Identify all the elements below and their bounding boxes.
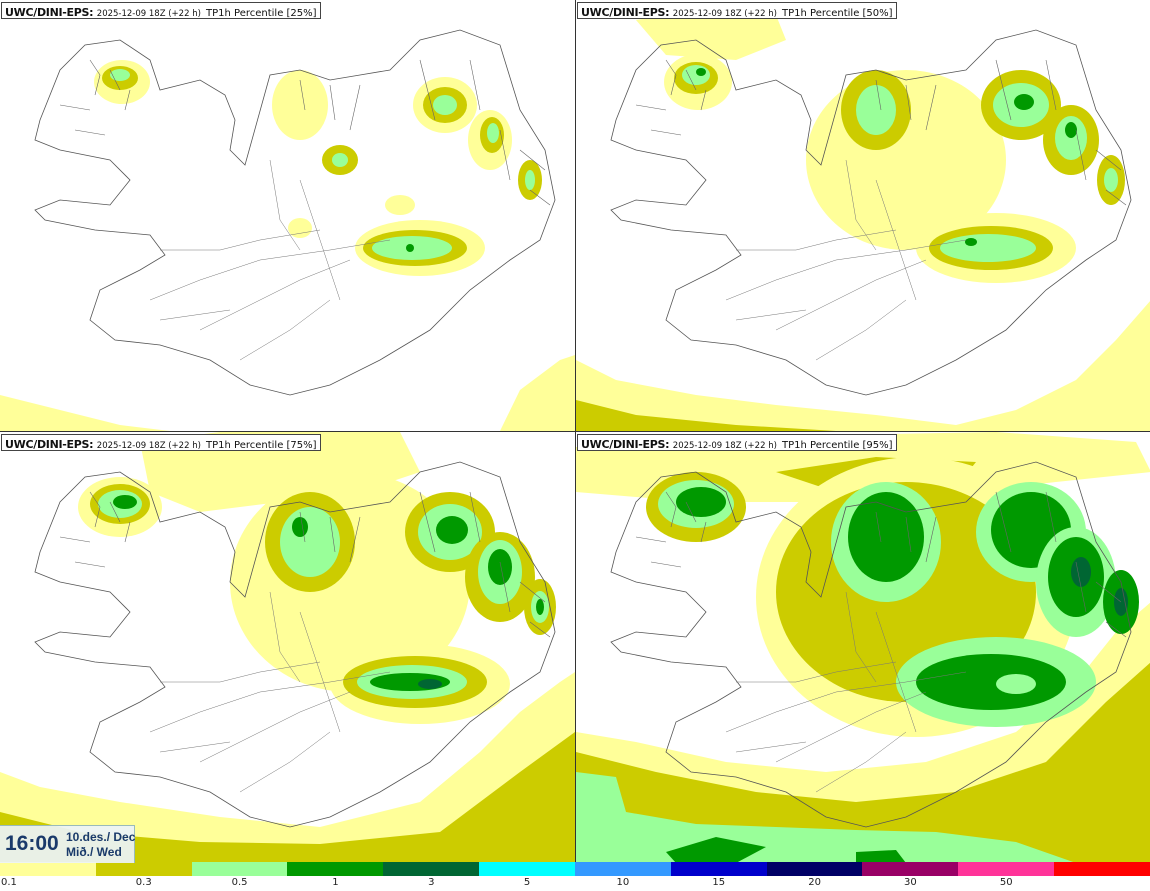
valid-time-box: 16:00 10.des./ Dec Mið./ Wed [0, 825, 135, 863]
colorbar-tick-label: 10 [616, 877, 630, 888]
variable-label: TP1h Percentile [95%] [782, 440, 893, 451]
colorbar-segment [479, 862, 575, 876]
colorbar-tick-label: 3 [428, 877, 435, 888]
colorbar-segment [191, 862, 288, 876]
model-name: UWC/DINI-EPS [5, 6, 90, 19]
colorbar-tick-label: 0.1 [1, 877, 17, 888]
colorbar-ticks: 0.1 0.3 0.5 1 3 5 10 15 20 30 50 [0, 876, 1150, 891]
colorbar-segment [862, 862, 959, 876]
colorbar-segment [95, 862, 192, 876]
variable-label: TP1h Percentile [25%] [206, 8, 317, 19]
model-name: UWC/DINI-EPS [581, 6, 666, 19]
model-name: UWC/DINI-EPS [5, 438, 90, 451]
precip-map-p25 [0, 29, 575, 431]
panel-title: UWC/DINI-EPS: 2025-12-09 18Z (+22 h) TP1… [577, 2, 897, 19]
colorbar-segment [383, 862, 480, 876]
panel-title: UWC/DINI-EPS: 2025-12-09 18Z (+22 h) TP1… [1, 2, 321, 19]
valid-date: 10.des./ Dec [66, 830, 136, 844]
map-panel-p25: UWC/DINI-EPS: 2025-12-09 18Z (+22 h) TP1… [0, 0, 575, 431]
colorbar-segment [766, 862, 863, 876]
run-time: 2025-12-09 18Z (+22 h) [96, 441, 201, 451]
colorbar-segment [574, 862, 671, 876]
run-time: 2025-12-09 18Z (+22 h) [96, 9, 201, 19]
variable-label: TP1h Percentile [75%] [206, 440, 317, 451]
variable-label: TP1h Percentile [50%] [782, 8, 893, 19]
colorbar-tick-label: 30 [904, 877, 917, 888]
map-panel-p95: UWC/DINI-EPS: 2025-12-09 18Z (+22 h) TP1… [576, 432, 1150, 863]
panel-title: UWC/DINI-EPS: 2025-12-09 18Z (+22 h) TP1… [577, 434, 897, 451]
panel-title: UWC/DINI-EPS: 2025-12-09 18Z (+22 h) TP1… [1, 434, 321, 451]
model-name: UWC/DINI-EPS [581, 438, 666, 451]
colorbar-segment [670, 862, 767, 876]
colorbar-tick-label: 20 [808, 877, 821, 888]
map-panel-p75: UWC/DINI-EPS: 2025-12-09 18Z (+22 h) TP1… [0, 432, 575, 863]
colorbar-segment [958, 862, 1055, 876]
precip-map-p75 [0, 432, 575, 863]
run-time: 2025-12-09 18Z (+22 h) [672, 9, 777, 19]
panel-divider-horizontal [0, 431, 1150, 432]
map-panel-p50: UWC/DINI-EPS: 2025-12-09 18Z (+22 h) TP1… [576, 0, 1150, 431]
colorbar-tick-label: 0.5 [231, 877, 248, 888]
valid-weekday: Mið./ Wed [66, 845, 122, 859]
precip-map-p95 [576, 432, 1150, 863]
colorbar-segment [287, 862, 384, 876]
colorbar-tick-label: 0.3 [135, 877, 152, 888]
run-time: 2025-12-09 18Z (+22 h) [672, 441, 777, 451]
precip-colorbar [0, 862, 1150, 876]
precip-map-p50 [576, 10, 1150, 431]
colorbar-segment [0, 862, 96, 876]
valid-time: 16:00 [5, 832, 59, 855]
colorbar-tick-label: 1 [332, 877, 339, 888]
colorbar-tick-label: 5 [523, 877, 531, 888]
colorbar-tick-label: 15 [712, 877, 726, 888]
colorbar-segment [1054, 862, 1150, 876]
colorbar-tick-label: 50 [999, 877, 1013, 888]
